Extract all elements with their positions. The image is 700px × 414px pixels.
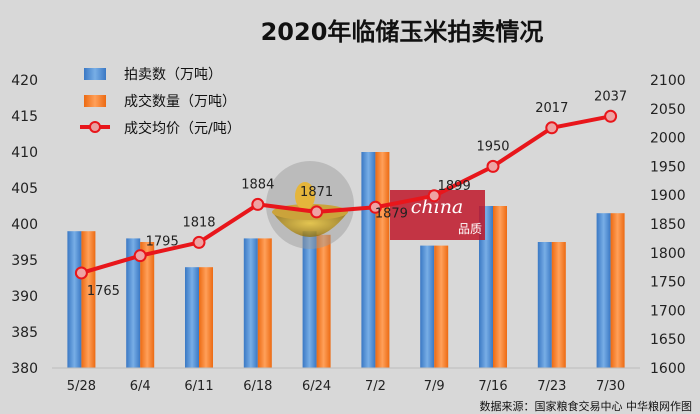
price-line-layer bbox=[74, 109, 618, 280]
x-axis-tick-2: 6/11 bbox=[184, 379, 213, 394]
bar-deal-volume-9 bbox=[610, 213, 625, 368]
left-axis-tick-1: 385 bbox=[11, 325, 38, 341]
data-label-4: 1871 bbox=[300, 185, 333, 200]
price-point-0 bbox=[74, 266, 88, 280]
left-axis: 380 385 390 395 400 405 410 415 420 bbox=[11, 73, 38, 377]
data-label-5: 1879 bbox=[375, 206, 408, 221]
right-axis-tick-4: 1800 bbox=[650, 246, 686, 262]
price-point-2 bbox=[192, 235, 206, 249]
bar-auction-6 bbox=[420, 245, 435, 368]
x-axis-tick-0: 5/28 bbox=[67, 379, 96, 394]
legend-label-deal-volume: 成交数量（万吨） bbox=[124, 93, 236, 110]
bar-auction-9 bbox=[596, 213, 611, 368]
price-point-8 bbox=[545, 121, 559, 135]
right-axis-tick-2: 1700 bbox=[650, 303, 686, 319]
right-axis-tick-10: 2100 bbox=[650, 73, 686, 89]
x-axis-tick-9: 7/30 bbox=[596, 379, 625, 394]
left-axis-tick-8: 420 bbox=[11, 73, 38, 89]
left-axis-tick-2: 390 bbox=[11, 289, 38, 305]
right-axis-tick-7: 1950 bbox=[650, 159, 686, 175]
x-axis-tick-3: 6/18 bbox=[243, 379, 272, 394]
bar-auction-3 bbox=[243, 238, 258, 368]
bar-deal-volume-3 bbox=[257, 238, 272, 368]
right-axis-tick-1: 1650 bbox=[650, 332, 686, 348]
bar-auction-8 bbox=[537, 242, 552, 368]
source-note: 数据来源：国家粮食交易中心 中华粮网作图 bbox=[480, 399, 693, 413]
legend-label-auction: 拍卖数（万吨） bbox=[124, 67, 222, 83]
x-axis-tick-8: 7/23 bbox=[537, 379, 566, 394]
bar-auction-7 bbox=[479, 206, 493, 368]
price-line bbox=[80, 114, 611, 275]
right-axis: 1600 1650 1700 1750 1800 1850 1900 1950 2000 2050… bbox=[650, 73, 686, 377]
legend-swatch-auction bbox=[84, 68, 106, 80]
bar-auction-5 bbox=[361, 152, 376, 368]
x-axis-tick-5: 7/2 bbox=[365, 379, 386, 394]
x-axis-tick-1: 6/4 bbox=[130, 379, 151, 394]
svg-text:品质: 品质 bbox=[458, 222, 482, 236]
right-axis-tick-6: 1900 bbox=[650, 188, 686, 204]
left-axis-tick-7: 415 bbox=[11, 109, 38, 125]
legend-label-price: 成交均价（元/吨） bbox=[124, 120, 241, 137]
price-point-4 bbox=[310, 205, 324, 219]
data-label-6: 1899 bbox=[438, 179, 471, 194]
left-axis-tick-4: 400 bbox=[11, 217, 38, 233]
legend-swatch-price-marker bbox=[89, 121, 101, 133]
bar-deal-volume-5 bbox=[375, 152, 390, 368]
price-point-7 bbox=[486, 159, 500, 173]
legend: 拍卖数（万吨） 成交数量（万吨） 成交均价（元/吨） bbox=[80, 67, 241, 137]
bar-auction-1 bbox=[126, 238, 141, 368]
bar-auction-2 bbox=[185, 267, 199, 368]
left-axis-tick-3: 395 bbox=[11, 253, 38, 269]
x-axis-tick-4: 6/24 bbox=[302, 379, 331, 394]
bar-deal-volume-8 bbox=[551, 242, 566, 368]
data-label-3: 1884 bbox=[241, 177, 274, 192]
bar-deal-volume-7 bbox=[493, 206, 507, 368]
bar-deal-volume-6 bbox=[434, 245, 449, 368]
data-label-1: 1795 bbox=[146, 235, 179, 250]
right-axis-tick-5: 1850 bbox=[650, 217, 686, 233]
bar-deal-volume-1 bbox=[140, 242, 155, 368]
data-label-8: 2017 bbox=[535, 101, 568, 116]
x-axis-tick-7: 7/16 bbox=[478, 379, 507, 394]
price-point-9 bbox=[604, 109, 618, 123]
right-axis-tick-3: 1750 bbox=[650, 275, 686, 291]
price-point-6 bbox=[427, 189, 441, 203]
left-axis-tick-5: 405 bbox=[11, 181, 38, 197]
data-label-2: 1818 bbox=[182, 215, 215, 230]
data-label-9: 2037 bbox=[594, 89, 627, 104]
right-axis-tick-0: 1600 bbox=[650, 361, 686, 377]
right-axis-tick-8: 2000 bbox=[650, 131, 686, 147]
left-axis-tick-0: 380 bbox=[11, 361, 38, 377]
bar-deal-volume-4 bbox=[316, 234, 331, 368]
bar-auction-0 bbox=[67, 231, 82, 368]
price-point-5 bbox=[368, 200, 382, 214]
bar-deal-volume-0 bbox=[81, 231, 96, 368]
left-axis-tick-6: 410 bbox=[11, 145, 38, 161]
legend-swatch-deal-volume bbox=[84, 95, 106, 107]
x-axis: 5/28 6/4 6/11 6/18 6/24 7/2 7/9 7/16 7/23 7/30 bbox=[52, 367, 640, 394]
price-point-1 bbox=[133, 249, 147, 263]
x-axis-tick-6: 7/9 bbox=[424, 379, 445, 394]
bar-deal-volume-2 bbox=[199, 267, 213, 368]
data-label-0: 1765 bbox=[87, 284, 120, 299]
svg-text:china: china bbox=[411, 196, 464, 218]
data-label-7: 1950 bbox=[476, 139, 509, 154]
chart-title: 2020年临储玉米拍卖情况 bbox=[261, 18, 544, 46]
bar-auction-4 bbox=[302, 231, 317, 368]
watermark-logo bbox=[266, 161, 354, 249]
bars-layer bbox=[67, 152, 625, 368]
price-point-3 bbox=[251, 197, 265, 211]
right-axis-tick-9: 2050 bbox=[650, 102, 686, 118]
